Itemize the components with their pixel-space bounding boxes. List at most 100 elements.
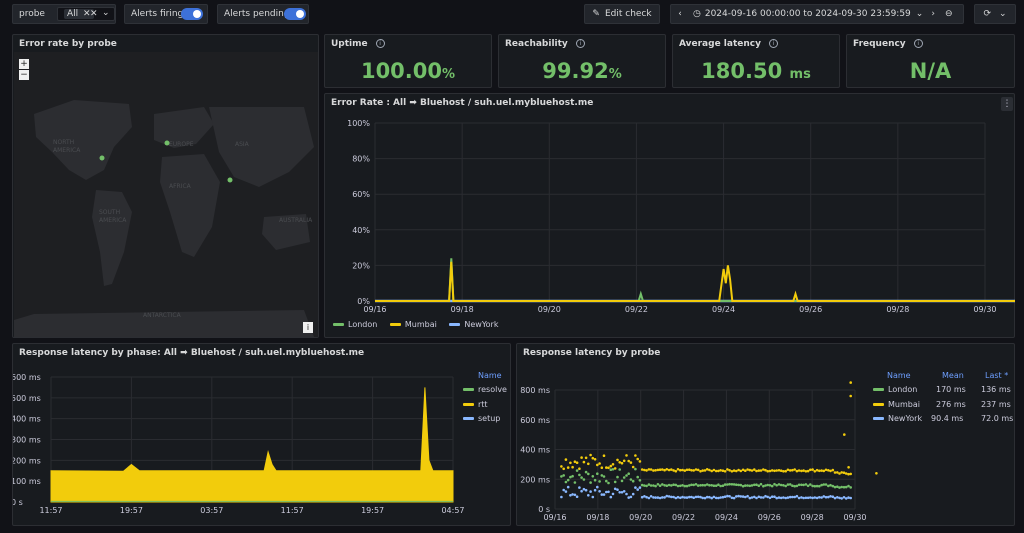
scatter-point-mumbai [600,466,604,469]
info-icon[interactable]: i [375,39,385,48]
scatter-point-newyork [564,490,568,493]
scatter-point-london [723,483,727,486]
time-back-button[interactable]: ‹ [678,9,682,19]
scatter-point-newyork [591,495,595,499]
alerts-pending-switch[interactable] [284,8,306,20]
latency-by-probe-chart[interactable]: 0 s 200 ms 400 ms 600 ms 800 ms 09/16 09/18 09/… [517,344,1015,526]
probe-legend-header-last[interactable]: Last * [985,371,1009,380]
latency-by-phase-chart[interactable]: 0 s 100 ms 200 ms 300 ms 400 ms 500 ms 600 ms 1… [13,344,511,526]
scatter-point-mumbai [730,470,734,473]
phase-legend-rtt[interactable]: rtt [463,400,488,409]
scatter-point-mumbai [804,470,808,473]
scatter-point-newyork [593,488,597,492]
scatter-point-london [804,483,808,486]
scatter-point-london [620,479,624,483]
probe-legend-mumbai[interactable]: Mumbai [873,400,920,409]
map-info-button[interactable]: i [303,322,313,333]
time-range-chevron-icon[interactable]: ⌄ [915,9,924,19]
scatter-point-mumbai [674,469,678,473]
x-tick-label: 09/24 [712,305,735,314]
legend-item-mumbai[interactable]: Mumbai [389,320,437,329]
time-forward-button[interactable]: › [931,9,935,19]
scatter-point-london [690,483,693,487]
info-icon[interactable]: i [913,39,923,48]
world-map[interactable] [14,52,318,337]
scatter-point-mumbai [560,465,563,468]
frequency-value: N/A [847,59,1014,83]
info-icon[interactable]: i [575,39,585,48]
scatter-point-mumbai [822,469,826,473]
scatter-point-london [676,484,680,488]
scatter-point-mumbai [591,456,595,460]
scatter-point-london [674,483,678,487]
edit-check-button[interactable]: ✎ Edit check [584,4,660,24]
scatter-point-newyork [793,495,796,499]
panel-menu-button[interactable]: ⋮ [1001,97,1013,111]
scatter-point-newyork [786,496,790,499]
scatter-point-london [714,484,718,487]
alerts-firing-toggle[interactable]: Alerts firing [124,4,208,24]
map-land-antarctica [14,310,314,337]
scatter-point-london [571,474,574,478]
scatter-point-london [652,484,655,487]
info-icon[interactable]: i [768,39,778,48]
probe-select[interactable]: All ✕ ✕ ⌄ [57,7,115,21]
scatter-point-mumbai [750,469,754,472]
scatter-point-mumbai [584,456,588,460]
legend-item-newyork[interactable]: NewYork [449,320,498,329]
scatter-point-mumbai [685,468,689,472]
phase-legend-setup[interactable]: setup [463,414,500,423]
probe-legend-header-mean[interactable]: Mean [942,371,964,380]
error-rate-map-panel: Error rate by probe NORTH AMERICA EUROPE… [12,34,319,338]
scatter-point-newyork [672,495,675,499]
probe-legend-london-mean: 170 ms [936,385,966,394]
scatter-point-mumbai [683,469,687,472]
phase-legend-setup-label: setup [478,414,501,423]
clock-icon: ◷ [693,9,701,19]
probe-legend-newyork[interactable]: NewYork [873,414,922,423]
scatter-point-mumbai [625,454,628,457]
map-land-europe [154,107,214,148]
scatter-point-london [663,484,666,487]
clear-icon[interactable]: ✕ [90,9,98,19]
refresh-icon[interactable]: ⟳ [983,9,991,19]
uptime-number: 100.00 [360,59,442,83]
map-zoom-out-button[interactable]: − [19,70,29,80]
scatter-point-london [806,484,810,488]
time-picker[interactable]: ‹ ◷ 2024-09-16 00:00:00 to 2024-09-30 23… [670,4,964,24]
map-zoom-in-button[interactable]: + [19,59,29,69]
scatter-point-mumbai [566,466,570,469]
zoom-out-icon[interactable]: ⊖ [944,9,953,19]
y-tick-label: 600 ms [13,373,41,382]
remove-chip-icon[interactable]: ✕ [83,9,91,19]
scatter-point-newyork [569,494,572,497]
scatter-point-london [629,478,633,481]
probe-chip[interactable]: All ✕ [64,9,94,19]
refresh-button[interactable]: ⟳ ⌄ [974,4,1016,24]
chevron-down-icon[interactable]: ⌄ [102,8,110,18]
average-latency-value: 180.50 ms [673,59,839,83]
error-rate-chart[interactable]: 0% 20% 40% 60% 80% 100% 09/16 09/18 09/20 09/22 09… [325,94,1015,338]
refresh-interval-chevron-icon[interactable]: ⌄ [999,9,1007,19]
y-tick-label: 400 ms [13,415,41,424]
probe-legend-london[interactable]: London [873,385,917,394]
scatter-point-newyork [762,496,765,499]
time-range-label[interactable]: 2024-09-16 00:00:00 to 2024-09-30 23:59:… [704,9,911,19]
scatter-point-mumbai [618,461,621,464]
scatter-point-newyork [712,495,716,499]
legend-item-london[interactable]: London [333,320,377,329]
phase-legend-rtt-label: rtt [478,400,488,409]
alerts-pending-toggle[interactable]: Alerts pending [217,4,309,24]
probe-marker-london [164,140,170,146]
alerts-firing-switch[interactable] [181,8,203,20]
scatter-point-mumbai [643,468,646,472]
phase-legend-resolve[interactable]: resolve [463,385,507,394]
scatter-point-mumbai [593,458,597,461]
legend-swatch-london [873,388,884,391]
scatter-point-london [658,484,662,487]
scatter-point-mumbai [616,458,619,462]
scatter-point-newyork [625,492,628,496]
scatter-point-newyork [755,496,758,500]
scatter-point-london [730,483,734,486]
scatter-point-mumbai [679,468,682,472]
